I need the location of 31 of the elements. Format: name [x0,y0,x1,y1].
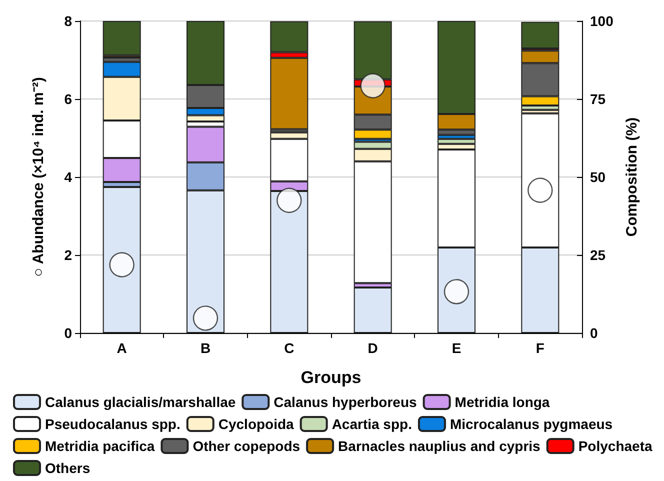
y-tick-label: 8 [64,13,72,29]
x-tick-label: E [452,340,462,356]
legend-label: Polychaeta [578,438,652,454]
x-tick-label: A [116,340,127,356]
y-axis-title: ○ Abundance (×10⁴ ind. m⁻²) [30,77,47,277]
legend-label: Barnacles nauplius and cypris [338,438,541,454]
legend-label: Others [45,460,90,476]
y2-axis-title: Composition (%) [623,117,640,237]
x-tick-label: B [200,340,211,356]
legend-label: Acartia spp. [332,416,412,432]
y2-tick-label: 50 [590,169,606,185]
legend-label: Cyclopoida [218,416,294,432]
x-tick-label: D [368,340,378,356]
x-tick-label: F [536,340,545,356]
y2-tick-label: 75 [590,91,606,107]
y-tick-label: 0 [64,325,72,341]
x-axis-title: Groups [300,368,362,387]
y2-tick-label: 0 [590,325,598,341]
y-tick-label: 2 [64,247,72,263]
legend-label: Pseudocalanus spp. [45,416,180,432]
legend-label: Other copepods [192,438,300,454]
y2-tick-label: 25 [590,247,606,263]
legend-label: Metridia longa [454,394,550,410]
y-tick-label: 6 [64,91,72,107]
legend-label: Calanus glacialis/marshallae [45,394,236,410]
y-tick-label: 4 [64,169,72,185]
y2-tick-label: 100 [590,13,614,29]
x-tick-label: C [284,340,294,356]
legend-label: Microcalanus pygmaeus [450,416,613,432]
legend-label: Calanus hyperboreus [274,394,418,410]
legend-label: Metridia pacifica [45,438,155,454]
